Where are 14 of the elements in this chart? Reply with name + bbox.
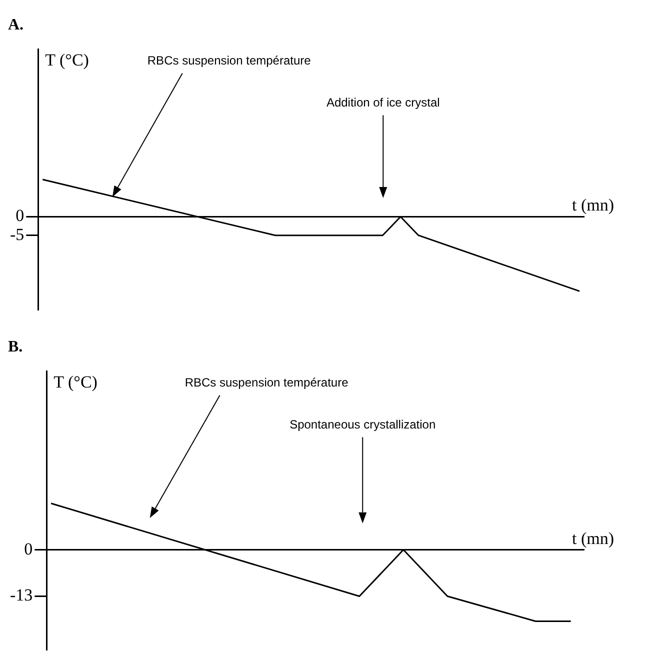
annotation: RBCs suspension température (147, 54, 312, 68)
annotation: RBCs suspension température (184, 376, 349, 390)
x-axis-title: t (mn) (572, 196, 614, 215)
y-tick-label: 0 (24, 539, 33, 558)
annotation: Spontaneous crystallization (290, 418, 436, 432)
y-tick-label: -13 (10, 586, 33, 605)
y-tick-label: 0 (16, 206, 24, 226)
y-tick-label: -5 (10, 224, 24, 244)
x-axis-title: t (mn) (572, 528, 614, 548)
y-axis-title: T (°C) (54, 372, 98, 392)
annotation: Addition of ice crystal (326, 96, 440, 110)
chart-title: B. (8, 338, 23, 356)
y-axis-title: T (°C) (45, 50, 89, 70)
chart-title: A. (8, 16, 24, 34)
